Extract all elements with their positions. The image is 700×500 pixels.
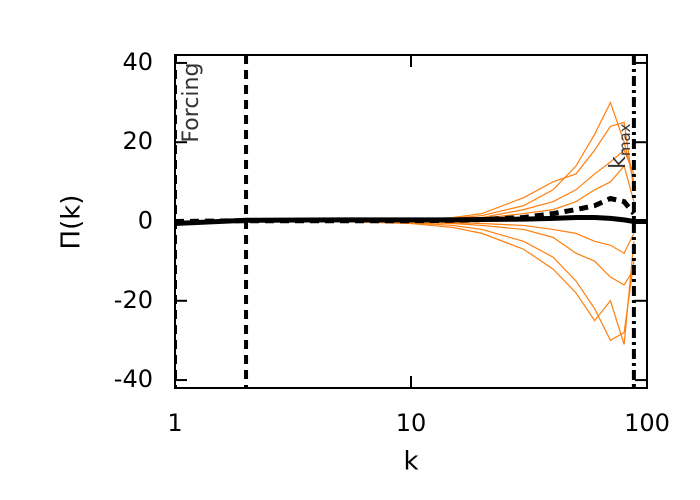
annotation-text: Forcing [179, 63, 204, 143]
y-tick-label: -20 [114, 286, 153, 314]
x-axis-label: k [403, 447, 418, 477]
x-tick-label: 10 [396, 409, 427, 437]
y-tick-label: 0 [138, 207, 153, 235]
annotation-subscript: max [615, 123, 633, 156]
y-tick-label: 20 [122, 127, 153, 155]
annotation: Forcing [179, 63, 204, 143]
annotation: kmax [606, 123, 634, 169]
x-tick-label: 100 [624, 409, 670, 437]
plot-area [175, 55, 647, 388]
mean-line [175, 215, 647, 226]
y-tick-label: 40 [122, 48, 153, 76]
annotation-text: k [606, 156, 631, 169]
y-tick-label: -40 [114, 365, 153, 393]
y-axis-label: Π(k) [57, 195, 87, 250]
x-tick-label: 1 [167, 409, 182, 437]
